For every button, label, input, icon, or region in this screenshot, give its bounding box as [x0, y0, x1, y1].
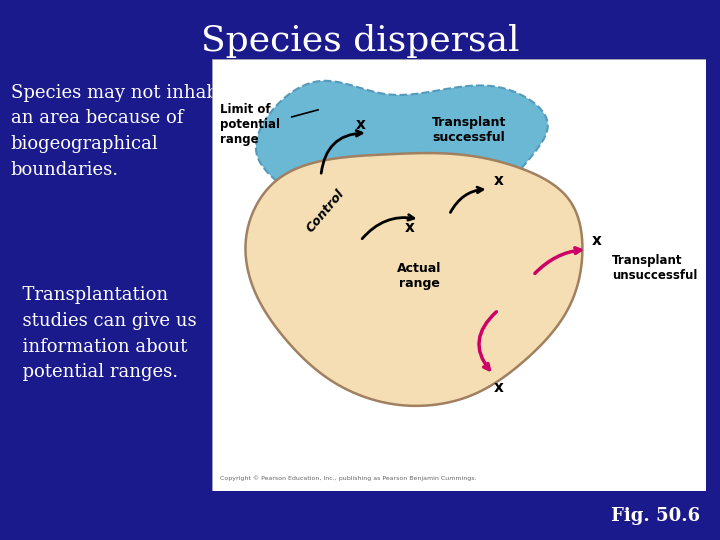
Polygon shape [246, 153, 582, 406]
Text: Control: Control [305, 187, 348, 234]
Text: x: x [493, 380, 503, 395]
Text: x: x [356, 117, 365, 132]
Text: x: x [405, 220, 415, 235]
Text: x: x [592, 233, 602, 248]
Text: x: x [493, 173, 503, 188]
Text: Transplantation
  studies can give us
  information about
  potential ranges.: Transplantation studies can give us info… [11, 286, 197, 381]
Text: Species may not inhabit
an area because of
biogeographical
boundaries.: Species may not inhabit an area because … [11, 84, 231, 179]
Text: Copyright © Pearson Education, Inc., publishing as Pearson Benjamin Cummings.: Copyright © Pearson Education, Inc., pub… [220, 475, 477, 481]
Text: Fig. 50.6: Fig. 50.6 [611, 507, 700, 525]
Text: Transplant
successful: Transplant successful [432, 116, 506, 144]
Text: Limit of
potential
range: Limit of potential range [220, 103, 280, 146]
Text: Species dispersal: Species dispersal [201, 24, 519, 58]
Polygon shape [256, 81, 548, 220]
Text: Transplant
unsuccessful: Transplant unsuccessful [612, 254, 697, 282]
Text: Actual
range: Actual range [397, 262, 442, 291]
